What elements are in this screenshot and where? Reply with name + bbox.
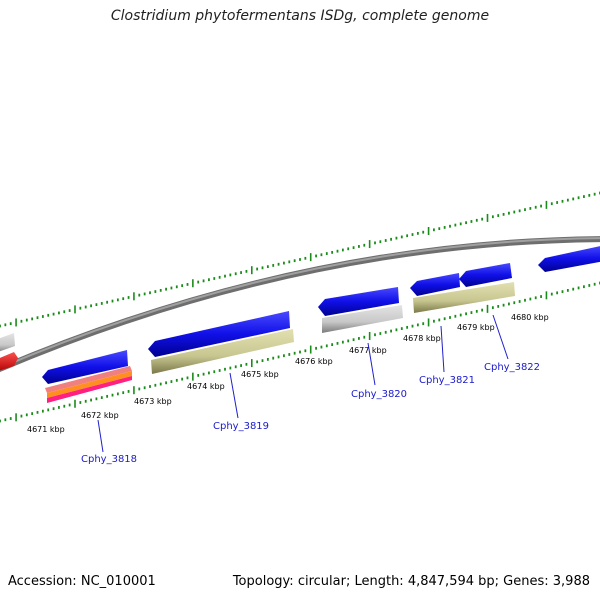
length-value: 4,847,594 bp; bbox=[407, 574, 500, 589]
genome-backbone bbox=[0, 236, 600, 373]
kbp-label-4671: 4671 kbp bbox=[27, 425, 65, 434]
kbp-labels: 4671 kbp 4672 kbp 4673 kbp 4674 kbp 4675… bbox=[27, 313, 549, 434]
gene-label-cphy-3818[interactable]: Cphy_3818 bbox=[81, 454, 137, 465]
genes-value: 3,988 bbox=[552, 574, 590, 589]
leader-3821 bbox=[440, 325, 445, 373]
kbp-label-4675: 4675 kbp bbox=[241, 370, 279, 379]
cds-arrow-3819[interactable] bbox=[148, 311, 290, 357]
length-label: Length: bbox=[354, 574, 404, 589]
leader-3822 bbox=[492, 314, 509, 360]
map-title: Clostridium phytofermentans ISDg, comple… bbox=[110, 8, 490, 24]
gene-leader-lines bbox=[97, 314, 509, 453]
topology-label: Topology: bbox=[232, 574, 294, 589]
kbp-label-4677: 4677 kbp bbox=[349, 346, 387, 355]
rna-feature-left[interactable] bbox=[0, 352, 18, 372]
cds-arrow-3822[interactable] bbox=[459, 263, 512, 287]
gene-label-cphy-3820[interactable]: Cphy_3820 bbox=[351, 389, 407, 400]
kbp-label-4678: 4678 kbp bbox=[403, 334, 441, 343]
cds-arrow-3821[interactable] bbox=[410, 273, 460, 296]
grey-feature-3820[interactable] bbox=[322, 305, 403, 333]
topology-value: circular; bbox=[297, 574, 351, 589]
kbp-label-4679: 4679 kbp bbox=[457, 323, 495, 332]
kbp-label-4673: 4673 kbp bbox=[134, 397, 172, 406]
outer-tick-ring bbox=[0, 191, 600, 328]
genes-label: Genes: bbox=[503, 574, 549, 589]
genome-stats: Topology: circular; Length: 4,847,594 bp… bbox=[233, 574, 590, 589]
leader-3820 bbox=[367, 342, 376, 386]
gene-label-cphy-3822[interactable]: Cphy_3822 bbox=[484, 362, 540, 373]
cds-arrow-3820[interactable] bbox=[318, 287, 399, 316]
grey-feature-left[interactable] bbox=[0, 333, 15, 353]
gene-labels: Cphy_3818 Cphy_3819 Cphy_3820 Cphy_3821 … bbox=[81, 362, 540, 465]
feature-track bbox=[0, 245, 600, 403]
gene-label-cphy-3819[interactable]: Cphy_3819 bbox=[213, 421, 269, 432]
inner-tick-ring bbox=[0, 281, 600, 423]
cds-arrow-right[interactable] bbox=[538, 245, 600, 272]
kbp-label-4674: 4674 kbp bbox=[187, 382, 225, 391]
kbp-label-4680: 4680 kbp bbox=[511, 313, 549, 322]
gene-bar-3821-3822[interactable] bbox=[413, 282, 515, 313]
leader-3819 bbox=[229, 372, 239, 419]
rna-striped-feature-3818[interactable] bbox=[45, 366, 132, 403]
accession-label: Accession: bbox=[8, 574, 77, 589]
leader-3818 bbox=[97, 419, 104, 453]
gene-label-cphy-3821[interactable]: Cphy_3821 bbox=[419, 375, 475, 386]
accession-value: NC_010001 bbox=[80, 574, 156, 589]
accession-info: Accession: NC_010001 bbox=[8, 574, 156, 589]
gene-bar-3819[interactable] bbox=[151, 329, 294, 374]
kbp-label-4676: 4676 kbp bbox=[295, 357, 333, 366]
kbp-label-4672: 4672 kbp bbox=[81, 411, 119, 420]
cds-arrow-3818[interactable] bbox=[42, 350, 128, 384]
